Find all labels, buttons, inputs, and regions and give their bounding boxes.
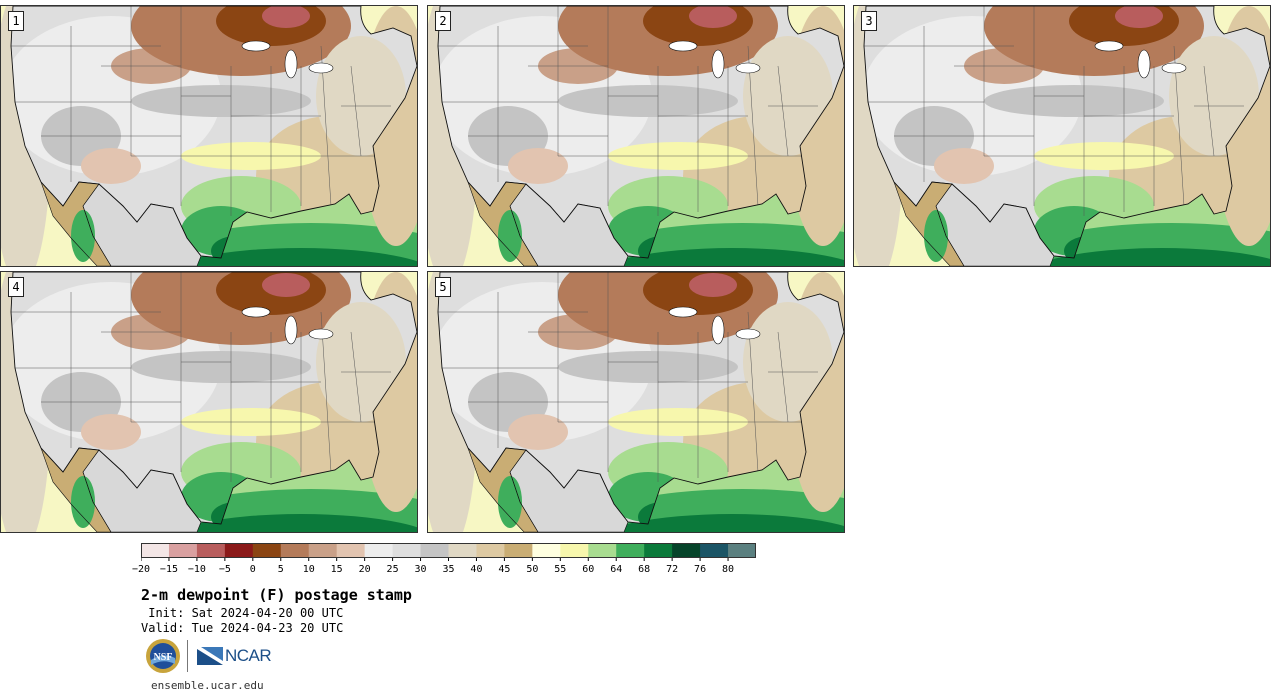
dewpoint-map	[428, 272, 844, 532]
colorbar-swatch	[672, 543, 701, 558]
colorbar-swatch	[168, 543, 198, 558]
ncar-logo[interactable]: NCAR	[197, 644, 272, 668]
map-panel-4: 4	[0, 271, 418, 533]
map-panel-1: 1	[0, 5, 418, 267]
colorbar-tick-label: 72	[666, 564, 679, 575]
colorbar-tick-label: 0	[249, 564, 256, 575]
init-time: Init: Sat 2024-04-20 00 UTC	[141, 606, 344, 620]
colorbar-swatch	[196, 543, 226, 558]
site-url[interactable]: ensemble.ucar.edu	[151, 679, 264, 692]
nsf-logo[interactable]: NSF	[145, 638, 181, 674]
colorbar-tick-label: −5	[218, 564, 231, 575]
colorbar-tick-label: 35	[442, 564, 455, 575]
colorbar-swatch	[616, 543, 645, 558]
colorbar-swatch	[224, 543, 254, 558]
valid-time: Valid: Tue 2024-04-23 20 UTC	[141, 621, 344, 635]
map-panel-5: 5	[427, 271, 845, 533]
dewpoint-map	[1, 6, 417, 266]
colorbar-tick-label: 5	[277, 564, 284, 575]
colorbar-tick-label: 50	[526, 564, 539, 575]
colorbar-tick-label: −15	[159, 564, 178, 575]
colorbar-swatch	[728, 543, 756, 558]
colorbar-tick-label: 60	[582, 564, 595, 575]
colorbar-tick-label: 15	[330, 564, 343, 575]
colorbar-swatch	[588, 543, 617, 558]
colorbar-swatch	[532, 543, 561, 558]
colorbar-swatch	[280, 543, 310, 558]
map-panel-3: 3	[853, 5, 1271, 267]
colorbar-swatch	[504, 543, 533, 558]
colorbar-swatch	[476, 543, 505, 558]
colorbar-swatch	[336, 543, 366, 558]
colorbar-swatch	[392, 543, 422, 558]
colorbar-swatch	[252, 543, 282, 558]
logo-divider	[187, 640, 188, 672]
colorbar-tick-label: 80	[722, 564, 735, 575]
colorbar-swatch	[308, 543, 338, 558]
colorbar-swatch	[420, 543, 449, 558]
dewpoint-map	[854, 6, 1270, 266]
panel-number: 1	[8, 11, 24, 31]
colorbar-tick-label: 45	[498, 564, 511, 575]
dewpoint-colorbar	[141, 543, 756, 561]
colorbar-tick-label: 64	[610, 564, 623, 575]
colorbar-tick-label: 25	[386, 564, 399, 575]
colorbar-swatch	[448, 543, 477, 558]
colorbar-swatch	[644, 543, 673, 558]
colorbar-tick-label: 20	[358, 564, 371, 575]
panel-number: 3	[861, 11, 877, 31]
map-panel-2: 2	[427, 5, 845, 267]
colorbar-tick-label: 10	[302, 564, 315, 575]
colorbar-tick-label: 76	[694, 564, 707, 575]
colorbar-tick-label: 30	[414, 564, 427, 575]
chart-title: 2-m dewpoint (F) postage stamp	[141, 586, 412, 604]
panel-number: 5	[435, 277, 451, 297]
dewpoint-map	[1, 272, 417, 532]
colorbar-tick-label: 40	[470, 564, 483, 575]
colorbar-swatch	[141, 543, 170, 558]
panel-number: 4	[8, 277, 24, 297]
colorbar-tick-label: 55	[554, 564, 567, 575]
colorbar-tick-label: −10	[187, 564, 206, 575]
ncar-wordmark: NCAR	[225, 646, 272, 665]
colorbar-tick-label: 68	[638, 564, 651, 575]
dewpoint-map	[428, 6, 844, 266]
colorbar-swatch	[560, 543, 589, 558]
colorbar-tick-label: −20	[131, 564, 151, 575]
panel-number: 2	[435, 11, 451, 31]
colorbar-swatch	[700, 543, 729, 558]
svg-text:NSF: NSF	[154, 652, 173, 663]
colorbar-swatch	[364, 543, 394, 558]
